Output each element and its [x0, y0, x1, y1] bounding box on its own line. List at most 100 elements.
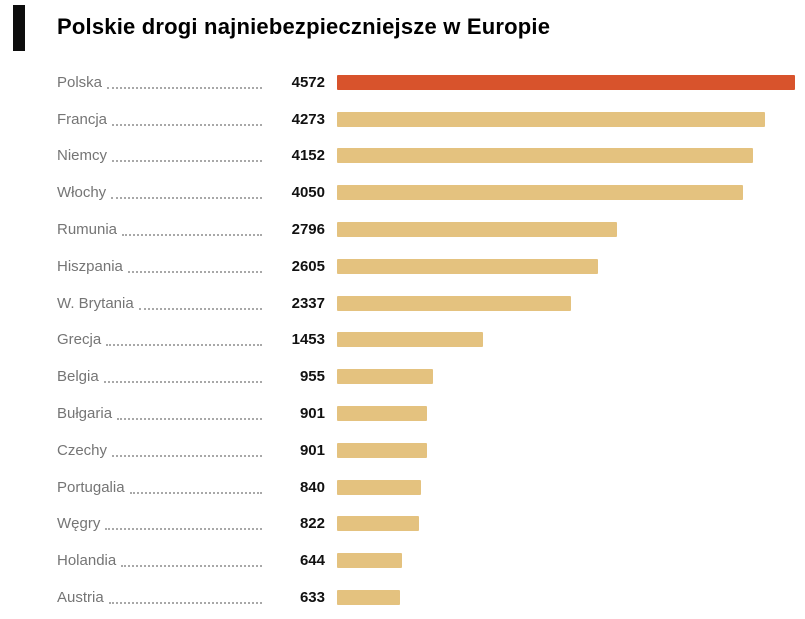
chart-row: Polska 4572 [57, 64, 795, 101]
chart-row: Grecja 1453 [57, 322, 795, 359]
value-label: 4273 [291, 110, 325, 128]
chart-row: Belgia 955 [57, 358, 795, 395]
value-bar [337, 295, 572, 311]
dot-leader [117, 417, 262, 421]
value-bar [337, 590, 401, 606]
bar-track [337, 590, 795, 606]
bar-track [337, 185, 795, 201]
value-bar [337, 516, 420, 532]
dot-leader [129, 491, 262, 494]
dot-leader [121, 564, 262, 568]
chart-row: Rumunia 2796 [57, 211, 795, 248]
value-label: 1453 [291, 331, 325, 349]
chart-row: Czechy 901 [57, 432, 795, 469]
value-bar [337, 258, 598, 274]
dot-leader [105, 527, 262, 531]
dot-leader [112, 123, 262, 126]
dot-leader [112, 159, 262, 163]
chart-row: Holandia 644 [57, 542, 795, 579]
label-column: Bułgaria 901 [57, 405, 325, 422]
value-label: 901 [299, 441, 325, 459]
value-bar [337, 111, 766, 127]
value-bar [337, 406, 428, 422]
country-label: Portugalia [57, 478, 125, 496]
value-label: 2796 [291, 221, 325, 239]
country-label: Grecja [57, 331, 102, 349]
bar-track [337, 369, 795, 385]
country-label: W. Brytania [57, 294, 134, 312]
bar-track [337, 516, 795, 532]
value-label: 633 [299, 589, 325, 607]
label-column: Rumunia 2796 [57, 221, 325, 238]
label-column: W. Brytania 2337 [57, 295, 325, 312]
value-label: 2605 [291, 257, 325, 275]
bar-track [337, 442, 795, 458]
value-label: 901 [299, 405, 325, 423]
value-bar [337, 479, 422, 495]
chart-rows: Polska 4572 Francja 4273 Niemcy 4152 Włochy 405… [57, 64, 795, 616]
value-label: 840 [299, 478, 325, 496]
value-label: 955 [299, 368, 325, 386]
bar-track [337, 258, 795, 274]
dot-leader [138, 307, 262, 310]
dot-leader [108, 601, 262, 605]
bar-track [337, 222, 795, 238]
chart-row: Węgry 822 [57, 506, 795, 543]
accent-bar [13, 5, 25, 51]
bar-track [337, 406, 795, 422]
chart-row: Bułgaria 901 [57, 395, 795, 432]
country-label: Węgry [57, 515, 101, 533]
value-label: 4050 [291, 184, 325, 202]
value-label: 4572 [291, 73, 325, 91]
country-label: Hiszpania [57, 257, 123, 275]
label-column: Hiszpania 2605 [57, 258, 325, 275]
label-column: Grecja 1453 [57, 331, 325, 348]
dot-leader [127, 270, 262, 273]
chart-row: W. Brytania 2337 [57, 285, 795, 322]
country-label: Austria [57, 589, 104, 607]
value-bar [337, 74, 795, 90]
value-bar [337, 442, 428, 458]
country-label: Holandia [57, 552, 117, 570]
label-column: Francja 4273 [57, 111, 325, 128]
value-label: 644 [299, 552, 325, 570]
country-label: Francja [57, 110, 108, 128]
label-column: Belgia 955 [57, 368, 325, 385]
bar-track [337, 332, 795, 348]
chart-row: Portugalia 840 [57, 469, 795, 506]
dot-leader [107, 86, 262, 89]
country-label: Bułgaria [57, 405, 113, 423]
bar-track [337, 295, 795, 311]
label-column: Holandia 644 [57, 552, 325, 569]
bar-track [337, 553, 795, 569]
dot-leader [103, 380, 262, 384]
bar-track [337, 74, 795, 90]
value-bar [337, 185, 743, 201]
bar-track [337, 148, 795, 164]
value-label: 822 [299, 515, 325, 533]
label-column: Włochy 4050 [57, 184, 325, 201]
value-bar [337, 148, 753, 164]
dot-leader [111, 196, 262, 200]
value-bar [337, 369, 433, 385]
value-label: 2337 [291, 294, 325, 312]
country-label: Włochy [57, 184, 107, 202]
value-label: 4152 [291, 147, 325, 165]
dot-leader [106, 343, 262, 347]
country-label: Czechy [57, 441, 108, 459]
country-label: Polska [57, 73, 103, 91]
bar-track [337, 479, 795, 495]
value-bar [337, 553, 402, 569]
label-column: Niemcy 4152 [57, 147, 325, 164]
dot-leader [112, 454, 262, 457]
chart-title: Polskie drogi najniebezpieczniejsze w Eu… [57, 14, 551, 39]
chart-row: Francja 4273 [57, 101, 795, 138]
value-bar [337, 332, 483, 348]
country-label: Belgia [57, 368, 99, 386]
chart-row: Hiszpania 2605 [57, 248, 795, 285]
chart-row: Niemcy 4152 [57, 138, 795, 175]
chart-row: Austria 633 [57, 579, 795, 616]
chart-row: Włochy 4050 [57, 174, 795, 211]
label-column: Austria 633 [57, 589, 325, 606]
